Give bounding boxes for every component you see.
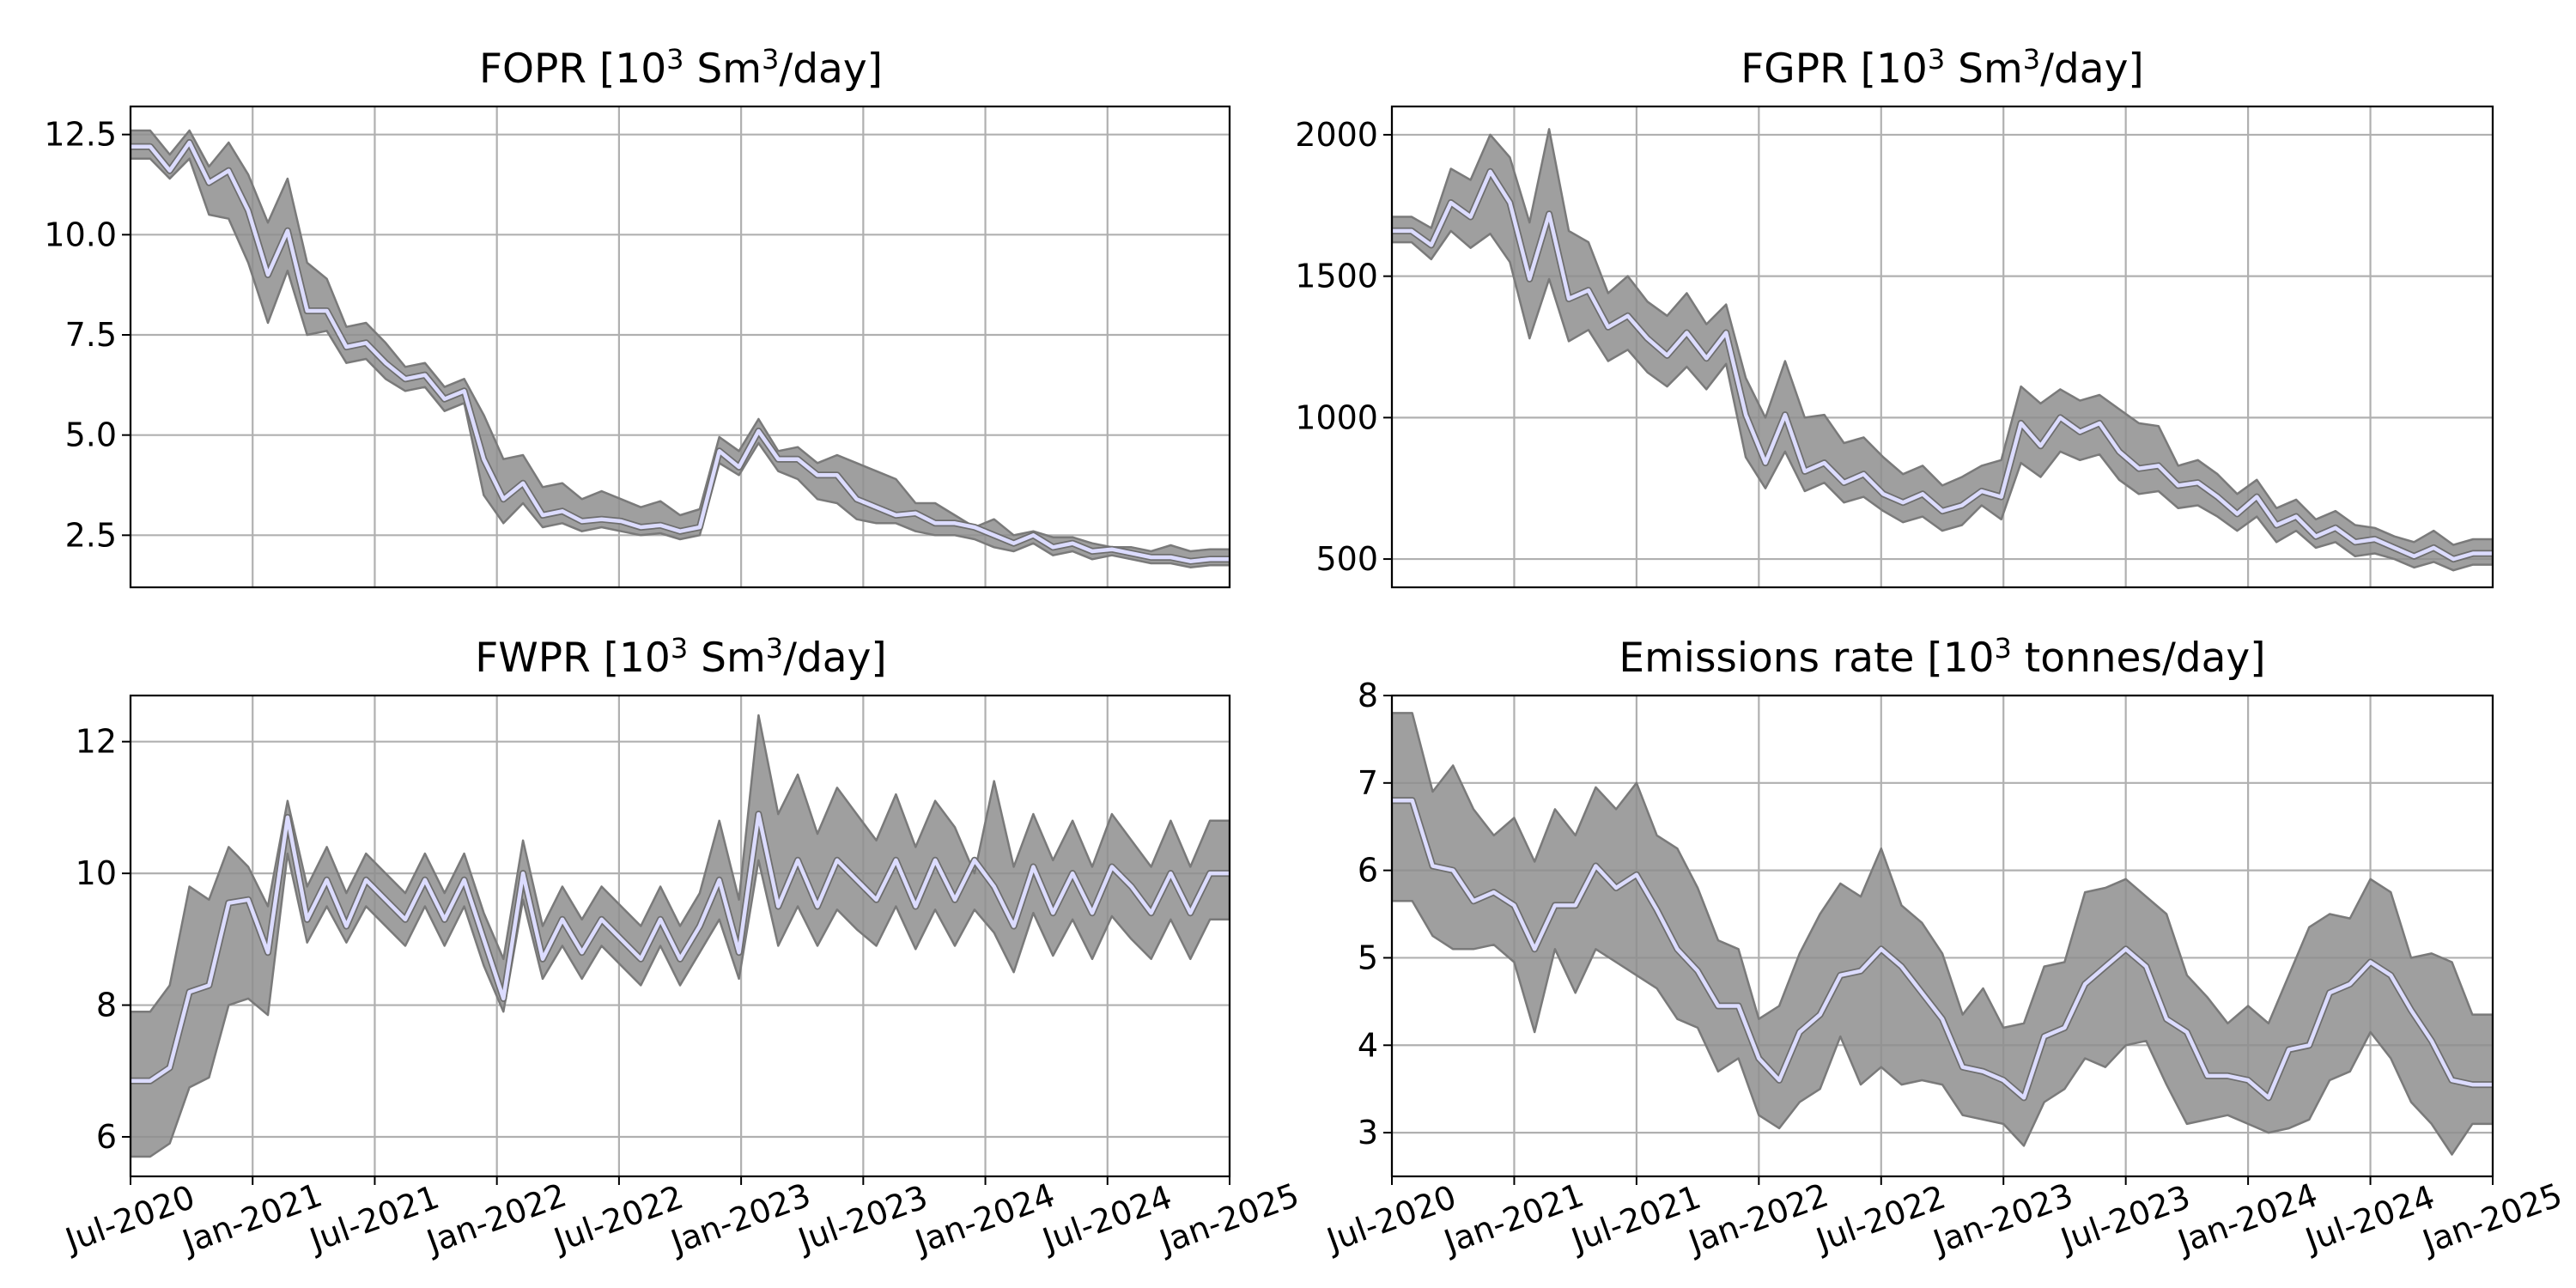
series-group — [131, 714, 1230, 1158]
panel-title: Emissions rate [103 tonnes/day] — [1619, 632, 2265, 682]
panel-fwpr: FWPR [103 Sm3/day] 681012Jul-2020Jan-202… — [59, 632, 1304, 1261]
y-tick-label: 2000 — [1295, 116, 1378, 154]
y-tick-label: 8 — [96, 987, 117, 1024]
x-tick-label: Jan-2023 — [1927, 1176, 2078, 1261]
uncertainty-band — [131, 714, 1230, 1158]
y-tick-label: 7 — [1358, 764, 1378, 802]
x-tick-label: Jan-2024 — [2172, 1176, 2323, 1261]
y-tick-label: 1000 — [1295, 398, 1378, 436]
mean-line — [1392, 798, 2493, 1100]
y-tick-label: 4 — [1358, 1026, 1378, 1064]
y-tick-label: 12.5 — [44, 116, 117, 154]
y-tick-label: 2.5 — [65, 516, 117, 554]
y-tick-label: 10.0 — [44, 216, 117, 253]
series-group — [1392, 712, 2493, 1156]
x-tick-label: Jul-2021 — [1565, 1178, 1706, 1260]
y-tick-label: 10 — [76, 854, 117, 892]
x-tick-label: Jul-2022 — [548, 1178, 689, 1260]
uncertainty-band — [1392, 128, 2493, 572]
x-tick-label: Jan-2021 — [1437, 1176, 1589, 1261]
mean-line — [1392, 169, 2493, 562]
x-tick-label: Jul-2023 — [2054, 1178, 2195, 1260]
grid — [129, 106, 1231, 587]
y-tick-label: 6 — [96, 1118, 117, 1156]
x-tick-label: Jan-2024 — [908, 1176, 1060, 1261]
y-tick-label: 500 — [1315, 540, 1378, 578]
series-group — [131, 129, 1230, 568]
x-tick-label: Jul-2020 — [1321, 1178, 1461, 1260]
panel-fgpr: FGPR [103 Sm3/day] 500 1000 1500 2000 — [1295, 43, 2494, 589]
x-tick-label: Jan-2022 — [421, 1176, 572, 1261]
x-tick-label: Jul-2022 — [1810, 1178, 1951, 1260]
panel-title: FOPR [103 Sm3/day] — [479, 43, 883, 93]
plot-frame — [129, 105, 1231, 589]
y-tick-label: 12 — [76, 723, 117, 761]
panel-title: FWPR [103 Sm3/day] — [475, 632, 887, 682]
series-group — [1392, 128, 2493, 572]
x-tick-label: Jan-2023 — [665, 1176, 816, 1261]
x-tick-label: Jul-2024 — [2299, 1178, 2439, 1260]
plot-frame — [1390, 105, 2494, 589]
panel-emissions: Emissions rate [103 tonnes/day] 3 4 5 6 7 8 Ju… — [1321, 632, 2567, 1261]
mean-line — [131, 140, 1230, 563]
y-tick-label: 3 — [1358, 1114, 1378, 1151]
x-tick-label: Jan-2022 — [1682, 1176, 1833, 1261]
plot-frame — [129, 694, 1231, 1178]
panel-fopr: FOPR [103 Sm3/day] 2.5 5.0 7.5 10.0 12.5 — [44, 43, 1231, 589]
x-tick-label: Jan-2021 — [176, 1176, 327, 1261]
x-tick-label: Jul-2020 — [59, 1178, 200, 1260]
uncertainty-band — [131, 129, 1230, 568]
x-tick-label: Jan-2025 — [1153, 1176, 1304, 1261]
y-tick-label: 5 — [1358, 939, 1378, 976]
x-tick-label: Jul-2023 — [792, 1178, 933, 1260]
uncertainty-band — [1392, 712, 2493, 1156]
x-tick-label: Jul-2024 — [1036, 1178, 1177, 1260]
panel-title: FGPR [103 Sm3/day] — [1741, 43, 2143, 93]
mean-line — [131, 811, 1230, 1084]
y-tick-label: 8 — [1358, 677, 1378, 714]
mean-line-outline — [131, 139, 1230, 565]
x-tick-label: Jan-2025 — [2416, 1176, 2567, 1261]
x-tick-label: Jul-2021 — [303, 1178, 444, 1260]
y-tick-label: 7.5 — [65, 316, 117, 354]
plot-frame — [1390, 694, 2494, 1178]
y-tick-label: 6 — [1358, 852, 1378, 890]
y-tick-label: 1500 — [1295, 258, 1378, 295]
y-tick-label: 5.0 — [65, 416, 117, 454]
